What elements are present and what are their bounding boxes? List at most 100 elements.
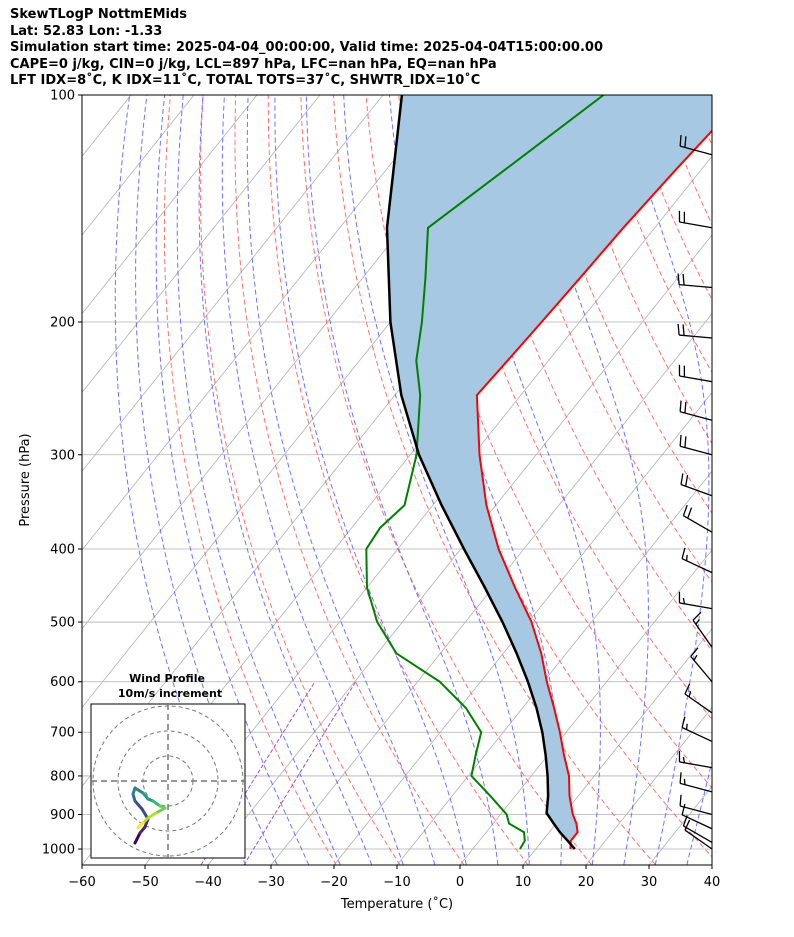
wind-barb-shaft: [679, 221, 713, 229]
wind-barb-shaft: [679, 782, 713, 793]
wind-barb: [681, 547, 713, 574]
wind-barb-feather: [682, 756, 686, 763]
station-title: SkewTLogP NottmEMids: [10, 7, 188, 22]
y-tick-label: 100: [50, 89, 75, 104]
wind-barb: [681, 716, 713, 743]
wind-barb-feather: [679, 400, 682, 412]
wind-barb-feather: [682, 504, 688, 516]
moist-adiabat-line: [305, 95, 499, 865]
dry-adiabat-line: [626, 95, 712, 301]
wind-barb-feather: [682, 273, 685, 286]
y-tick-label: 800: [50, 769, 75, 784]
dry-adiabat-line: [234, 95, 465, 865]
wind-barb-shaft: [681, 558, 713, 574]
moist-adiabat-line: [618, 95, 710, 865]
temperature-line: [475, 129, 712, 850]
wind-barb-feather: [684, 401, 687, 414]
wind-barb-shaft: [679, 761, 713, 769]
moist-adiabat-line: [343, 95, 530, 865]
wind-barb-feather: [682, 597, 686, 604]
wind-barb-feather: [684, 819, 691, 831]
parcel-profile-line: [385, 95, 576, 850]
moist-adiabat-line: [155, 95, 310, 865]
wind-barb-feather: [681, 716, 686, 728]
isotherm-line: [585, 706, 712, 865]
y-tick-label: 700: [50, 726, 75, 741]
wind-barb-shaft: [679, 805, 713, 816]
hodograph-subtitle: 10m/s increment: [118, 687, 222, 700]
wind-barb: [678, 210, 713, 229]
wind-barb-shaft: [679, 375, 713, 383]
isotherm-line: [82, 95, 384, 472]
moist-adiabat-line: [176, 95, 341, 865]
wind-barb: [679, 772, 713, 793]
wind-barb-feather: [677, 273, 680, 285]
wind-barb-feather: [693, 654, 698, 661]
wind-barb: [677, 323, 713, 339]
dry-adiabat-line: [496, 95, 712, 583]
wind-barb: [690, 647, 713, 683]
wind-barb-feather: [679, 794, 682, 807]
wind-barb-feather: [677, 323, 680, 336]
wind-barb-shaft: [680, 483, 713, 497]
wind-barb-shaft: [679, 334, 713, 339]
wind-barb: [679, 400, 713, 421]
wind-barb-feather: [681, 547, 686, 559]
dry-adiabat-line: [163, 95, 337, 865]
wind-barb-shaft: [679, 445, 713, 456]
isotherm-line: [648, 785, 712, 865]
wind-barb: [679, 794, 713, 816]
wind-barb: [679, 435, 713, 456]
isotherm-line: [82, 95, 258, 315]
moist-adiabat-line: [135, 95, 278, 865]
dry-adiabat-line: [691, 95, 712, 147]
isotherm-line: [396, 470, 712, 865]
x-axis-label: Temperature (˚C): [340, 896, 453, 912]
hodograph-segment: [154, 806, 167, 815]
wind-barb-shaft: [683, 515, 713, 533]
isotherm-line: [207, 234, 712, 865]
dry-adiabat-line: [757, 95, 794, 865]
wind-barb-shaft: [692, 619, 713, 648]
x-tick-label: 20: [578, 875, 595, 890]
isotherm-line: [522, 628, 712, 865]
wind-barb-shaft: [679, 283, 713, 289]
dry-adiabat-line: [199, 95, 401, 865]
moist-adiabat-line: [686, 759, 712, 865]
y-axis-label: Pressure (hPa): [18, 433, 33, 526]
wind-barb-feather: [682, 324, 685, 336]
x-tick-label: 10: [515, 875, 532, 890]
wind-barb-shaft: [679, 145, 713, 156]
wind-barb: [678, 364, 713, 383]
hodograph-title: Wind Profile: [129, 672, 205, 685]
moist-adiabat-line: [520, 95, 649, 865]
x-tick-label: 30: [641, 875, 658, 890]
series-layer: [365, 95, 712, 850]
x-tick-label: −50: [131, 875, 158, 890]
y-tick-label: 900: [50, 808, 75, 823]
y-tick-label: 600: [50, 675, 75, 690]
wind-barb: [682, 815, 713, 843]
wind-barb-feather: [692, 611, 702, 621]
dry-adiabat-line: [725, 95, 794, 865]
x-tick-label: −40: [194, 875, 221, 890]
wind-barb-shaft: [690, 656, 713, 683]
isotherm-line: [459, 549, 712, 865]
wind-barb-feather: [685, 723, 688, 730]
dewpoint-line: [365, 95, 605, 850]
wind-barb-feather: [687, 507, 693, 519]
wind-barb-feather: [681, 803, 686, 815]
index-line: LFT IDX=8˚C, K IDX=11˚C, TOTAL TOTS=37˚C…: [10, 73, 481, 88]
wind-barb-shaft: [684, 693, 713, 714]
hodograph-segment: [146, 811, 158, 820]
isotherm-line: [82, 95, 195, 236]
wind-barb: [684, 819, 713, 850]
wind-barb-feather: [685, 554, 688, 561]
x-tick-label: −60: [68, 875, 95, 890]
wind-barb: [677, 273, 713, 289]
lat-lon-line: Lat: 52.83 Lon: -1.33: [10, 23, 163, 39]
cape-line: CAPE=0 j/kg, CIN=0 j/kg, LCL=897 hPa, LF…: [10, 56, 497, 72]
x-tick-label: −30: [257, 875, 284, 890]
dry-adiabat-line: [267, 95, 529, 865]
